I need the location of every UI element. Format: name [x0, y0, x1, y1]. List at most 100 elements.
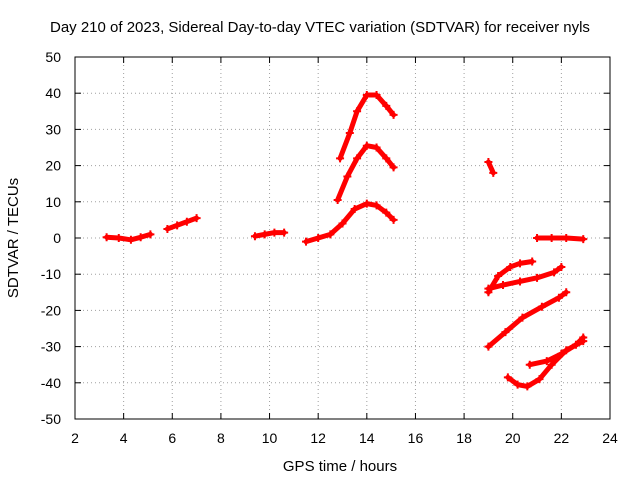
- data-point: [562, 234, 571, 242]
- data-point: [136, 233, 145, 242]
- x-tick-label: 8: [217, 430, 225, 446]
- data-point: [362, 91, 371, 100]
- data-point: [528, 257, 537, 266]
- data-point: [506, 262, 515, 271]
- y-tick-label: -20: [41, 302, 61, 318]
- x-tick-label: 20: [505, 430, 521, 446]
- tick-layer: 2 4 6 8 10 12 14 16 18 20 22 24-50-40-30-20-1001020…: [41, 49, 618, 446]
- data-point: [362, 141, 371, 150]
- series-arc-g: [484, 157, 498, 177]
- data-point: [382, 154, 391, 163]
- y-tick-label: -40: [41, 375, 61, 391]
- data-point: [350, 205, 359, 214]
- y-tick-label: 0: [53, 230, 61, 246]
- data-point: [173, 221, 182, 230]
- data-point: [547, 360, 556, 369]
- data-point: [182, 217, 191, 226]
- series-arc-j: [484, 288, 571, 351]
- data-point: [260, 230, 269, 239]
- chart-title: Day 210 of 2023, Sidereal Day-to-day VTE…: [50, 19, 590, 36]
- data-point: [333, 195, 342, 204]
- data-point: [389, 163, 398, 172]
- series-arc-k: [533, 234, 588, 244]
- data-layer: [102, 91, 588, 391]
- series-line: [164, 215, 200, 232]
- data-point: [542, 357, 551, 366]
- data-point: [484, 157, 493, 166]
- series-line: [252, 230, 287, 239]
- series-arc-c: [250, 228, 289, 241]
- data-point: [382, 101, 391, 110]
- x-tick-label: 22: [554, 430, 570, 446]
- data-point: [389, 110, 398, 119]
- data-point: [353, 107, 362, 116]
- data-point: [353, 154, 362, 163]
- series-arc-e: [333, 141, 398, 204]
- data-point: [562, 288, 571, 297]
- data-point: [192, 214, 201, 223]
- series-arc-b: [163, 214, 201, 233]
- data-point: [537, 302, 546, 311]
- data-point: [114, 234, 123, 242]
- y-tick-label: -10: [41, 266, 61, 282]
- data-point: [102, 233, 111, 242]
- y-tick-label: 10: [45, 194, 61, 210]
- data-point: [126, 235, 135, 244]
- x-tick-label: 14: [359, 430, 375, 446]
- data-point: [516, 259, 525, 268]
- data-point: [533, 273, 542, 282]
- data-point: [489, 168, 498, 177]
- data-point: [579, 235, 588, 244]
- data-point: [338, 219, 347, 228]
- y-tick-label: 20: [45, 158, 61, 174]
- data-point: [362, 199, 371, 208]
- data-point: [484, 284, 493, 293]
- data-point: [547, 234, 556, 242]
- series-arc-f: [336, 91, 398, 163]
- data-point: [518, 313, 527, 322]
- y-tick-label: 40: [45, 85, 61, 101]
- data-point: [314, 234, 323, 242]
- x-tick-label: 10: [262, 430, 278, 446]
- data-point: [345, 129, 354, 138]
- series-line: [534, 235, 586, 242]
- data-point: [163, 224, 172, 233]
- data-point: [382, 208, 391, 217]
- x-tick-label: 6: [168, 430, 176, 446]
- data-point: [484, 342, 493, 351]
- series-arc-m: [503, 337, 588, 391]
- data-point: [270, 228, 279, 237]
- x-tick-label: 2: [71, 430, 79, 446]
- data-point: [501, 328, 510, 337]
- x-tick-label: 24: [602, 430, 618, 446]
- series-arc-a: [102, 230, 155, 244]
- data-point: [557, 262, 566, 271]
- data-point: [250, 232, 259, 241]
- data-point: [503, 373, 512, 382]
- y-tick-label: 30: [45, 121, 61, 137]
- data-point: [516, 277, 525, 286]
- data-point: [535, 375, 544, 384]
- x-tick-label: 12: [310, 430, 326, 446]
- data-point: [326, 230, 335, 239]
- x-axis-title: GPS time / hours: [283, 458, 397, 475]
- x-tick-label: 18: [456, 430, 472, 446]
- data-point: [554, 293, 563, 302]
- y-tick-label: -50: [41, 411, 61, 427]
- data-point: [494, 272, 503, 281]
- y-tick-label: 50: [45, 49, 61, 65]
- data-point: [562, 346, 571, 355]
- series-arc-d: [302, 199, 398, 246]
- data-point: [372, 143, 381, 152]
- data-point: [372, 91, 381, 100]
- data-point: [525, 360, 534, 369]
- data-point: [302, 237, 311, 246]
- data-point: [523, 382, 532, 391]
- data-point: [550, 268, 559, 277]
- data-point: [146, 230, 155, 239]
- data-point: [579, 337, 588, 346]
- data-point: [533, 234, 542, 242]
- data-point: [372, 201, 381, 210]
- data-point: [499, 281, 507, 290]
